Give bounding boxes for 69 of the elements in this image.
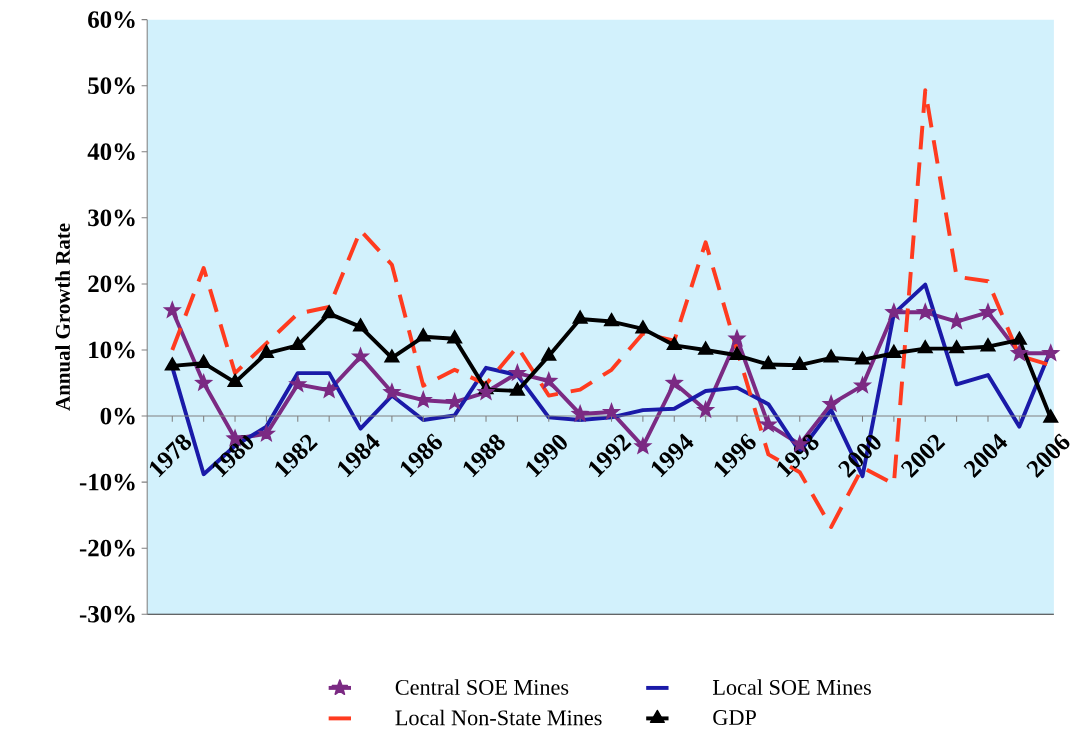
point [948,312,965,329]
point [290,336,306,351]
point [352,347,369,364]
point [917,340,933,354]
point [258,344,274,359]
point [164,301,181,318]
point [258,425,275,442]
y-axis-title: Annual Growth Rate [55,223,70,411]
point [195,374,212,391]
y-tick-label: -10% [79,473,135,491]
point [415,391,432,408]
point [446,393,463,410]
legend-label: Local SOE Mines [713,679,871,695]
point [666,374,683,391]
y-tick-label: -20% [79,539,135,557]
point [885,303,903,320]
point [980,338,996,352]
y-tick-label: -30% [79,605,135,623]
y-tick-label: 60% [88,11,135,29]
legend-label: Central SOE Mines [395,679,569,695]
point [509,382,525,396]
x-tick-label: 1980 [212,434,254,478]
point [949,340,965,354]
point [509,364,526,381]
point [541,347,557,361]
point [352,318,369,332]
legend-label: GDP [713,710,756,726]
point [697,401,714,418]
y-tick-label: 10% [89,341,135,359]
legend-label: Local Non-State Mines [395,709,602,726]
point [634,437,652,454]
point [571,405,589,422]
point [822,395,840,412]
y-tick-label: 50% [88,77,135,95]
point [384,349,400,363]
point [603,403,620,420]
point [477,383,495,400]
point [635,320,651,334]
point [729,346,745,361]
point [415,328,431,342]
point [383,383,401,400]
point [227,373,243,388]
point [760,416,777,432]
x-tick-label: 1990 [526,434,567,478]
point [823,349,839,363]
point [760,355,776,370]
point [289,375,307,392]
y-tick-label: 20% [88,275,135,293]
point [792,356,808,370]
point [540,372,558,389]
y-tick-label: 30% [88,209,135,227]
point [1011,331,1027,345]
point [572,310,588,324]
point [321,305,337,319]
point [447,330,463,344]
point [164,357,180,371]
y-tick-label: 0% [100,407,135,425]
point [666,336,682,351]
point [728,330,746,346]
point [603,312,620,327]
point [979,303,997,320]
point [854,351,871,365]
point [196,354,212,368]
point [854,377,871,393]
y-tick-label: 40% [87,143,135,161]
point [1011,344,1028,361]
point [886,344,902,359]
point [916,303,934,320]
point [698,341,714,355]
